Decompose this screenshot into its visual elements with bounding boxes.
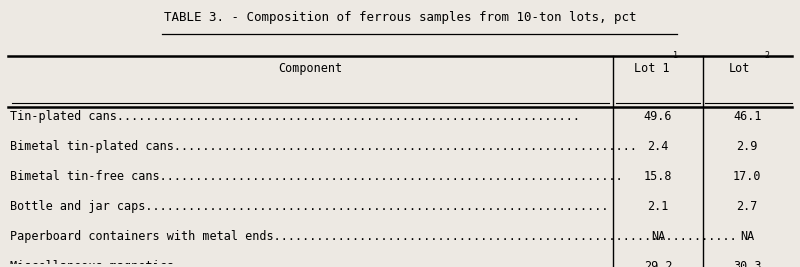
- Text: Paperboard containers with metal ends...........................................: Paperboard containers with metal ends...…: [10, 230, 737, 243]
- Text: 2.4: 2.4: [647, 140, 669, 153]
- Text: 15.8: 15.8: [644, 170, 672, 183]
- Text: 49.6: 49.6: [644, 110, 672, 123]
- Text: Lot 1: Lot 1: [634, 61, 670, 74]
- Text: 17.0: 17.0: [733, 170, 762, 183]
- Text: 46.1: 46.1: [733, 110, 762, 123]
- Text: 2.1: 2.1: [647, 200, 669, 213]
- Text: 1: 1: [674, 51, 678, 60]
- Text: Miscellaneous magnetics.........................................................: Miscellaneous magnetics.................…: [10, 260, 638, 267]
- Text: NA: NA: [651, 230, 665, 243]
- Text: Bottle and jar caps.............................................................: Bottle and jar caps.....................…: [10, 200, 609, 213]
- Text: Bimetal tin-plated cans.........................................................: Bimetal tin-plated cans.................…: [10, 140, 638, 153]
- Text: 29.2: 29.2: [644, 260, 672, 267]
- Text: 2.9: 2.9: [737, 140, 758, 153]
- Text: Lot: Lot: [729, 61, 750, 74]
- Text: 2.7: 2.7: [737, 200, 758, 213]
- Text: NA: NA: [740, 230, 754, 243]
- Text: TABLE 3. - Composition of ferrous samples from 10-ton lots, pct: TABLE 3. - Composition of ferrous sample…: [164, 10, 636, 23]
- Text: 2: 2: [765, 51, 770, 60]
- Text: Bimetal tin-free cans...........................................................: Bimetal tin-free cans...................…: [10, 170, 623, 183]
- Text: Component: Component: [278, 61, 342, 74]
- Text: Tin-plated cans.................................................................: Tin-plated cans.........................…: [10, 110, 580, 123]
- Text: 30.3: 30.3: [733, 260, 762, 267]
